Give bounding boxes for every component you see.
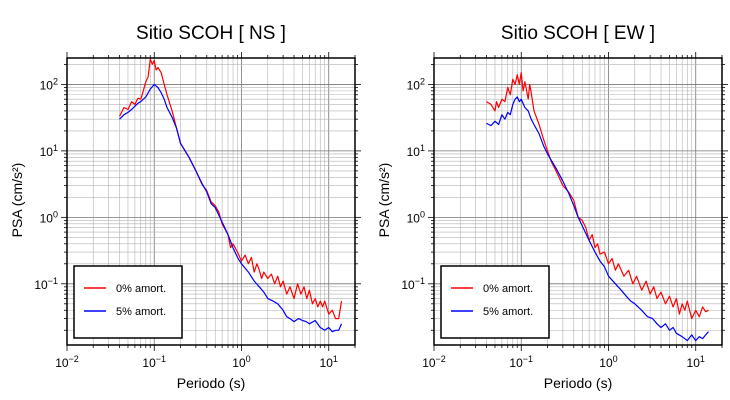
series-line bbox=[486, 72, 709, 320]
grid bbox=[61, 52, 361, 351]
plot-frame bbox=[433, 57, 723, 346]
legend-box bbox=[440, 265, 550, 339]
legend-label: 0% amort. bbox=[483, 283, 533, 295]
legend-label: 5% amort. bbox=[116, 306, 166, 318]
x-tick-label: 100 bbox=[232, 354, 250, 370]
x-axis-label: Periodo (s) bbox=[177, 375, 245, 391]
chart-ew: Sitio SCOH [ EW ] Periodo (s) PSA (cm/s²… bbox=[376, 23, 728, 391]
legend: 0% amort. 5% amort. bbox=[440, 265, 550, 339]
y-tick-label: 100 bbox=[407, 209, 425, 225]
y-axis-label: PSA (cm/s²) bbox=[9, 163, 25, 238]
series-line bbox=[118, 58, 343, 320]
chart-ns: Sitio SCOH [ NS ] Periodo (s) PSA (cm/s²… bbox=[9, 23, 361, 391]
x-tick-label: 10−1 bbox=[142, 354, 166, 370]
y-tick-label: 10−1 bbox=[401, 276, 425, 292]
chart-title: Sitio SCOH [ NS ] bbox=[136, 23, 286, 44]
series-line bbox=[119, 83, 343, 333]
y-axis-label: PSA (cm/s²) bbox=[376, 163, 392, 238]
legend-label: 5% amort. bbox=[483, 306, 533, 318]
chart-title: Sitio SCOH [ EW ] bbox=[501, 23, 655, 44]
y-tick-label: 101 bbox=[40, 143, 58, 159]
legend: 0% amort. 5% amort. bbox=[73, 265, 183, 339]
x-tick-label: 101 bbox=[687, 354, 705, 370]
y-tick-label: 100 bbox=[40, 209, 58, 225]
x-tick-label: 10−1 bbox=[509, 354, 533, 370]
y-tick-label: 101 bbox=[407, 143, 425, 159]
y-tick-label: 10−1 bbox=[34, 276, 58, 292]
legend-box bbox=[73, 265, 183, 339]
x-axis-label: Periodo (s) bbox=[544, 375, 612, 391]
plot-frame bbox=[66, 57, 356, 346]
x-tick-label: 10−2 bbox=[55, 354, 79, 370]
x-tick-label: 101 bbox=[320, 354, 338, 370]
x-tick-label: 100 bbox=[599, 354, 617, 370]
series-line bbox=[486, 96, 709, 342]
legend-label: 0% amort. bbox=[116, 283, 166, 295]
y-tick-label: 102 bbox=[40, 76, 58, 92]
y-tick-label: 102 bbox=[407, 76, 425, 92]
x-tick-label: 10−2 bbox=[422, 354, 446, 370]
